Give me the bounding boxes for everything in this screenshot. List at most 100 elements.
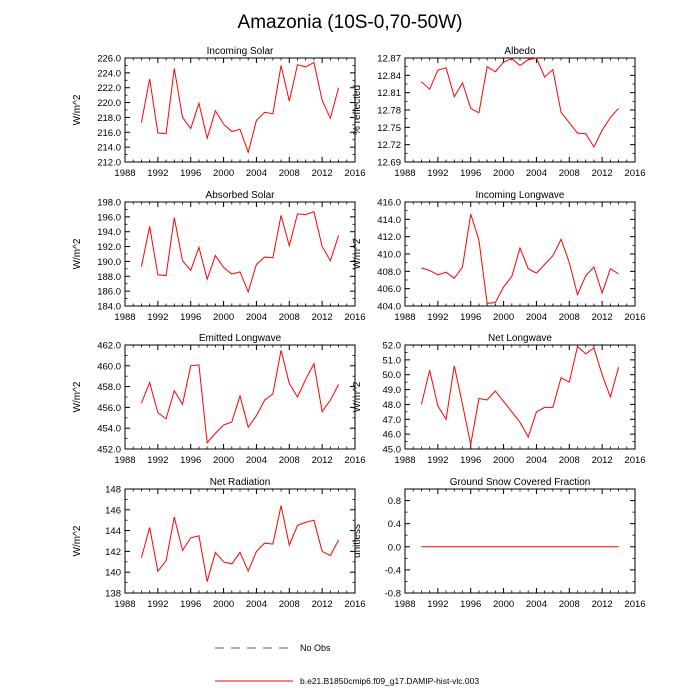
y-tick-label: 12.84 <box>377 71 401 82</box>
panel-title: Incoming Solar <box>207 46 274 57</box>
x-tick-label: 2016 <box>624 455 645 466</box>
panel-title: Emitted Longwave <box>199 333 282 344</box>
x-tick-label: 1992 <box>147 599 168 610</box>
series-line-net-radiation <box>140 505 340 582</box>
x-tick-label: 2004 <box>246 599 267 610</box>
y-tick-label: 49.0 <box>383 385 402 396</box>
x-tick-label: 2012 <box>312 455 333 466</box>
x-tick-label: 2008 <box>559 168 580 179</box>
x-tick-label: 2008 <box>279 599 300 610</box>
plot-frame <box>124 488 356 594</box>
y-tick-label: 460.0 <box>97 361 121 372</box>
x-tick-label: 2012 <box>312 312 333 323</box>
x-tick-label: 1996 <box>180 168 201 179</box>
y-tick-label: 12.87 <box>377 54 401 65</box>
y-tick-label: 454.0 <box>97 424 121 435</box>
x-tick-label: 2008 <box>279 455 300 466</box>
plot-frame <box>404 488 636 594</box>
plot-frame <box>404 201 636 307</box>
y-tick-label: 146 <box>105 505 121 516</box>
x-tick-label: 1988 <box>114 312 135 323</box>
x-tick-label: 2012 <box>312 168 333 179</box>
y-tick-label: 188.0 <box>97 272 121 283</box>
legend: No Obs b.e21.B1850cmip6.f09_g17.DAMIP-hi… <box>215 643 479 686</box>
x-tick-label: 2016 <box>344 455 365 466</box>
panel-net-radiation: Net Radiation W/m^2 1988 1992 1996 2000 2004 20… <box>72 477 366 610</box>
y-tick-label: 0.0 <box>388 542 401 553</box>
x-tick-label: 2016 <box>344 168 365 179</box>
x-tick-label: 1996 <box>460 599 481 610</box>
y-tick-label: 404.0 <box>377 302 401 313</box>
y-axis-label: W/m^2 <box>72 525 83 556</box>
x-tick-label: 2004 <box>246 168 267 179</box>
y-tick-label: 138 <box>105 589 121 600</box>
y-tick-label: -0.8 <box>385 589 401 600</box>
y-tick-label: 226.0 <box>97 54 121 65</box>
panel-title: Albedo <box>504 46 536 57</box>
y-tick-label: 214.0 <box>97 143 121 154</box>
legend-no-obs-label: No Obs <box>300 643 331 653</box>
y-tick-label: 142 <box>105 547 121 558</box>
x-tick-label: 1992 <box>147 168 168 179</box>
x-tick-label: 1988 <box>114 455 135 466</box>
y-tick-label: 412.0 <box>377 232 401 243</box>
x-tick-label: 2008 <box>559 599 580 610</box>
x-tick-label: 1992 <box>147 455 168 466</box>
x-tick-label: 1992 <box>427 312 448 323</box>
x-tick-label: 2016 <box>344 599 365 610</box>
legend-model-label: b.e21.B1850cmip6.f09_g17.DAMIP-hist-vlc.… <box>300 676 479 686</box>
y-tick-label: 222.0 <box>97 83 121 94</box>
x-tick-label: 1988 <box>394 599 415 610</box>
x-tick-label: 2000 <box>493 599 514 610</box>
x-tick-label: 2000 <box>213 168 234 179</box>
x-tick-label: 1992 <box>147 312 168 323</box>
y-axis-label: W/m^2 <box>352 238 363 269</box>
y-axis-label: W/m^2 <box>72 94 83 125</box>
x-tick-label: 2012 <box>592 312 613 323</box>
series-line-incoming-solar <box>140 61 340 155</box>
x-tick-label: 2016 <box>624 168 645 179</box>
x-tick-label: 1988 <box>114 168 135 179</box>
y-tick-label: 458.0 <box>97 382 121 393</box>
y-tick-label: 148 <box>105 485 121 496</box>
panel-absorbed-solar: Absorbed Solar W/m^2 1988 1992 1996 2000 2004 2… <box>72 190 366 323</box>
y-tick-label: 46.0 <box>383 430 402 441</box>
x-tick-label: 2016 <box>344 312 365 323</box>
y-axis-label: W/m^2 <box>72 238 83 269</box>
x-tick-label: 2016 <box>624 312 645 323</box>
y-tick-label: 50.0 <box>383 370 402 381</box>
panel-incoming-solar: Incoming Solar W/m^2 1988 1992 1996 2000 2004 2… <box>72 46 366 179</box>
x-tick-label: 2000 <box>213 455 234 466</box>
y-tick-label: 52.0 <box>383 341 402 352</box>
y-tick-label: 190.0 <box>97 257 121 268</box>
y-tick-label: 198.0 <box>97 198 121 209</box>
y-axis-label: W/m^2 <box>352 381 363 412</box>
y-tick-label: 12.81 <box>377 88 401 99</box>
x-tick-label: 2012 <box>312 599 333 610</box>
panel-grid: Incoming Solar W/m^2 1988 1992 1996 2000 2004 2… <box>72 46 646 610</box>
y-tick-label: 12.78 <box>377 106 401 117</box>
x-tick-label: 2000 <box>493 168 514 179</box>
x-tick-label: 1988 <box>394 312 415 323</box>
y-tick-label: 0.4 <box>388 519 401 530</box>
series-line-emitted-longwave <box>140 350 340 444</box>
x-tick-label: 2000 <box>493 312 514 323</box>
x-tick-label: 2004 <box>526 599 547 610</box>
x-tick-label: 1988 <box>394 455 415 466</box>
figure-title: Amazonia (10S-0,70-50W) <box>238 12 463 33</box>
y-tick-label: -0.4 <box>385 565 401 576</box>
y-axis-label: % reflected <box>352 85 363 135</box>
x-tick-label: 2000 <box>213 599 234 610</box>
x-tick-label: 2004 <box>526 455 547 466</box>
series-line-absorbed-solar <box>140 210 340 294</box>
panel-title: Net Radiation <box>210 477 271 488</box>
y-tick-label: 51.0 <box>383 355 402 366</box>
y-tick-label: 186.0 <box>97 287 121 298</box>
x-tick-label: 2000 <box>213 312 234 323</box>
series-line-incoming-longwave <box>421 213 619 304</box>
x-tick-label: 2008 <box>559 312 580 323</box>
x-tick-label: 1996 <box>180 599 201 610</box>
y-tick-label: 48.0 <box>383 400 402 411</box>
y-tick-label: 462.0 <box>97 341 121 352</box>
